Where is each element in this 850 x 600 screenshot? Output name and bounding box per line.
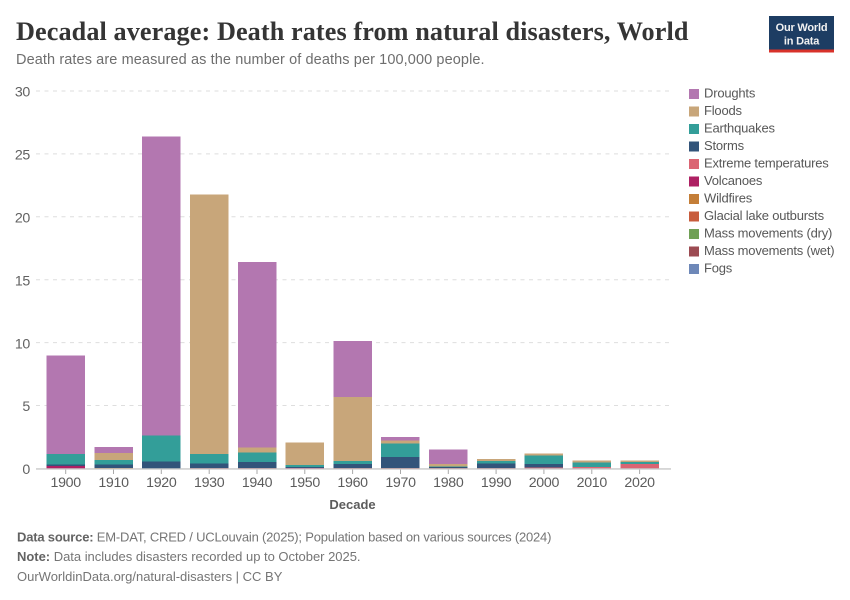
svg-text:Earthquakes: Earthquakes xyxy=(704,121,775,136)
svg-text:1970: 1970 xyxy=(385,475,416,491)
svg-text:Note: Data includes disasters: Note: Data includes disasters recorded u… xyxy=(17,549,361,564)
svg-text:15: 15 xyxy=(15,273,31,289)
svg-text:1960: 1960 xyxy=(337,475,368,491)
svg-text:1920: 1920 xyxy=(146,475,177,491)
svg-text:Wildfires: Wildfires xyxy=(704,191,753,206)
svg-text:OurWorldinData.org/natural-dis: OurWorldinData.org/natural-disasters | C… xyxy=(17,569,283,584)
svg-text:1980: 1980 xyxy=(433,475,464,491)
svg-text:1910: 1910 xyxy=(98,475,129,491)
svg-text:Our World: Our World xyxy=(776,22,828,34)
svg-text:2000: 2000 xyxy=(529,475,560,491)
svg-text:Death rates are measured as th: Death rates are measured as the number o… xyxy=(16,52,485,68)
svg-text:1990: 1990 xyxy=(481,475,512,491)
svg-text:20: 20 xyxy=(15,211,31,227)
svg-text:Decadal average: Death rates f: Decadal average: Death rates from natura… xyxy=(16,17,689,46)
svg-text:2010: 2010 xyxy=(577,475,608,491)
svg-text:Mass movements (wet): Mass movements (wet) xyxy=(704,243,834,258)
svg-text:5: 5 xyxy=(22,399,30,415)
svg-text:Decade: Decade xyxy=(329,497,375,512)
svg-text:Glacial lake outbursts: Glacial lake outbursts xyxy=(704,208,825,223)
svg-text:Volcanoes: Volcanoes xyxy=(704,173,763,188)
svg-text:Storms: Storms xyxy=(704,138,745,153)
svg-text:30: 30 xyxy=(15,85,31,101)
svg-text:1940: 1940 xyxy=(242,475,273,491)
svg-text:Mass movements (dry): Mass movements (dry) xyxy=(704,226,832,241)
svg-text:Data source: EM-DAT, CRED / UC: Data source: EM-DAT, CRED / UCLouvain (2… xyxy=(17,530,551,545)
svg-text:Extreme temperatures: Extreme temperatures xyxy=(704,156,829,171)
svg-text:0: 0 xyxy=(22,462,30,478)
svg-text:1930: 1930 xyxy=(194,475,225,491)
svg-text:in Data: in Data xyxy=(784,36,820,48)
svg-text:Fogs: Fogs xyxy=(704,261,733,276)
svg-text:25: 25 xyxy=(15,148,31,164)
svg-text:Floods: Floods xyxy=(704,103,743,118)
svg-text:2020: 2020 xyxy=(624,475,655,491)
svg-text:10: 10 xyxy=(15,336,31,352)
svg-text:1900: 1900 xyxy=(51,475,82,491)
svg-text:Droughts: Droughts xyxy=(704,86,756,101)
svg-text:1950: 1950 xyxy=(290,475,321,491)
